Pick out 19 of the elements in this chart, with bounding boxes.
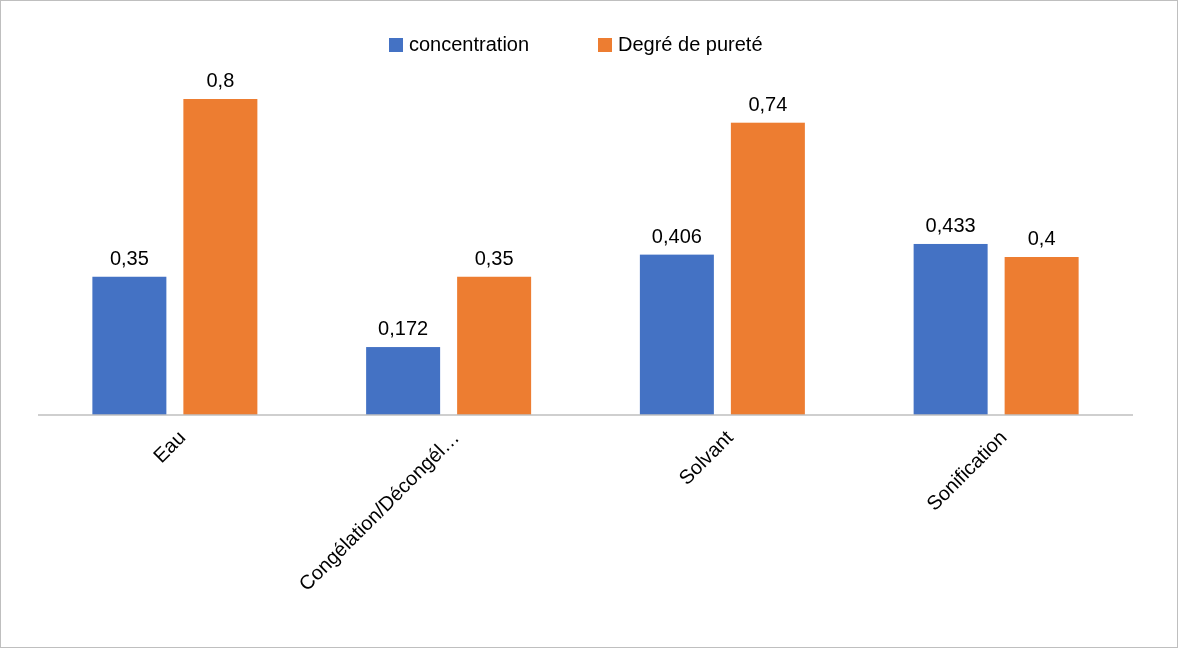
bar — [1004, 257, 1079, 415]
bar — [913, 243, 988, 415]
data-label: 0,433 — [925, 213, 976, 236]
data-label: 0,4 — [1027, 227, 1056, 249]
data-label: 0,35 — [474, 246, 514, 269]
bar — [183, 99, 258, 415]
bar — [366, 347, 441, 415]
legend-label: Degré de pureté — [618, 33, 763, 56]
data-label: 0,172 — [378, 317, 429, 340]
bar — [92, 276, 167, 415]
data-label: 0,406 — [651, 224, 702, 247]
legend-label: concentration — [409, 33, 530, 56]
data-label: 0,74 — [748, 92, 788, 115]
bar — [639, 254, 714, 415]
data-label: 0,35 — [109, 246, 149, 269]
data-label: 0,8 — [206, 69, 235, 91]
x-tick-label: Eau — [148, 426, 190, 467]
bar — [457, 276, 532, 415]
bar — [730, 122, 805, 415]
